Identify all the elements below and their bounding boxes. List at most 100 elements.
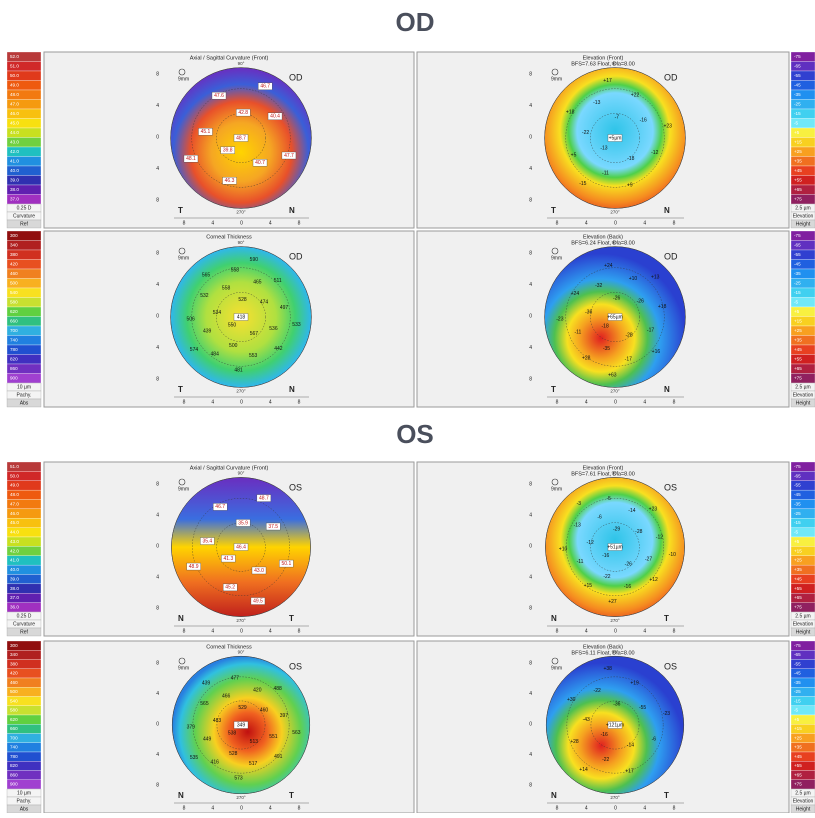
- angle-bottom: 270°: [236, 210, 246, 215]
- scale-label: 40.0: [10, 567, 19, 572]
- angle-top: 90°: [612, 61, 619, 66]
- scale-footer: Pachy.: [17, 798, 32, 804]
- scale-label: +55: [794, 356, 802, 361]
- eye-label: OD: [289, 251, 303, 261]
- map-ring: [192, 498, 290, 596]
- magnifier-icon: [551, 247, 559, 255]
- map-value: 46.7: [215, 504, 225, 510]
- scale-label: 46.0: [10, 511, 19, 516]
- scale-label: 49.0: [10, 82, 19, 87]
- color-scale: 300 340 380 420 460 500 540 580 620 660 700 740 780 8…: [6, 230, 42, 408]
- panel-subtitle: BFS=6.11 Float, Dia=8.00: [571, 650, 634, 656]
- y-tick-label: 8: [529, 782, 532, 788]
- label-box: [221, 554, 236, 563]
- scale-label: -45: [794, 492, 801, 497]
- y-tick-label: 8: [529, 605, 532, 611]
- scale-label: -15: [794, 111, 801, 116]
- map-value: 46.4: [236, 544, 246, 550]
- eye-label: OS: [664, 661, 677, 671]
- x-tick-label: 0: [614, 220, 617, 226]
- x-tick-label: 0: [240, 220, 243, 226]
- scale-label: 460: [10, 680, 18, 685]
- map-value: 45.2: [225, 585, 235, 591]
- scale-label: 540: [10, 698, 18, 703]
- scale-label: -35: [794, 271, 801, 276]
- map-value: 37.5: [268, 524, 278, 530]
- map-value: 553: [249, 353, 258, 359]
- x-tick-label: 0: [614, 628, 617, 634]
- map-value: -32: [595, 283, 602, 289]
- map-value: 536: [269, 326, 278, 332]
- x-tick-label: 4: [643, 220, 646, 226]
- y-tick-label: 8: [156, 71, 159, 77]
- y-tick-label: 8: [529, 376, 532, 382]
- y-tick-label: 4: [156, 574, 159, 580]
- map-value: +28: [582, 355, 591, 361]
- map-value: -16: [624, 584, 631, 590]
- map-value: 466: [222, 694, 231, 700]
- y-tick-label: 8: [529, 71, 532, 77]
- map-panel: Elevation (Back)BFS=6.11 Float, Dia=8.00…: [416, 640, 790, 814]
- map-value: -16: [601, 732, 608, 738]
- scale-label: -25: [794, 689, 801, 694]
- map-value: 474: [260, 300, 269, 306]
- map-ring: [590, 522, 640, 572]
- scale-label: +5: [794, 309, 800, 314]
- map-value: 35.9: [238, 520, 248, 526]
- eye-label: OD: [664, 251, 678, 261]
- map-zoom: 9mm: [178, 76, 189, 82]
- scale-label: -55: [794, 661, 801, 666]
- map-value: +14: [579, 767, 588, 773]
- map-ring: [590, 113, 640, 163]
- map-value: +23: [649, 507, 658, 513]
- map-value: 500: [229, 343, 238, 349]
- map-value: 477: [231, 675, 240, 681]
- scale-label: -55: [794, 252, 801, 257]
- map-value: 535: [190, 755, 199, 761]
- scale-label: 47.0: [10, 101, 19, 106]
- scale-label: +65: [794, 366, 802, 371]
- map-value: +9: [627, 183, 633, 189]
- color-scale: -75 -65 -55 -45 -35 -25 -15 -5 +5 +15 +25 +35 +45 +55…: [790, 640, 815, 814]
- map-value: +10: [559, 546, 568, 552]
- scale-label: -25: [794, 511, 801, 516]
- scale-label: 43.0: [10, 539, 19, 544]
- scale-label: +35: [794, 567, 802, 572]
- x-tick-label: 4: [585, 399, 588, 405]
- map-value: 550: [228, 323, 237, 329]
- map-value: +15: [584, 583, 593, 589]
- label-box: [607, 313, 623, 321]
- scale-label: +55: [794, 763, 802, 768]
- magnifier-icon: [551, 478, 559, 486]
- map-value: -43: [583, 717, 590, 723]
- x-tick-label: 8: [556, 628, 559, 634]
- angle-bottom: 270°: [610, 389, 620, 394]
- y-tick-label: 0: [156, 313, 159, 319]
- scale-footer-bg: [6, 398, 42, 408]
- y-tick-label: 0: [156, 721, 159, 727]
- scale-label: 540: [10, 290, 18, 295]
- scale-label: 380: [10, 252, 18, 257]
- side-right: N: [664, 206, 670, 215]
- scale-footer: Ref: [20, 221, 28, 227]
- y-tick-label: 4: [156, 752, 159, 758]
- y-tick-label: 4: [529, 282, 532, 288]
- map-value: -17: [625, 357, 632, 363]
- x-tick-label: 4: [211, 399, 214, 405]
- map-value: -12: [651, 150, 658, 156]
- scale-label: -75: [794, 643, 801, 648]
- map-ring: [170, 246, 312, 388]
- scale-label: +5: [794, 539, 800, 544]
- scale-label: -25: [794, 101, 801, 106]
- angle-bottom: 270°: [610, 210, 620, 215]
- map-value: -29: [613, 527, 620, 533]
- magnifier-icon: [178, 68, 186, 76]
- scale-label: -65: [794, 473, 801, 478]
- scale-label: -65: [794, 242, 801, 247]
- map-value: +24: [571, 291, 580, 297]
- map-value: 439: [202, 680, 211, 686]
- section-heading: OD: [396, 7, 435, 37]
- map-value: -13: [574, 522, 581, 528]
- eye-label: OS: [289, 661, 302, 671]
- map-value: -36: [613, 702, 620, 708]
